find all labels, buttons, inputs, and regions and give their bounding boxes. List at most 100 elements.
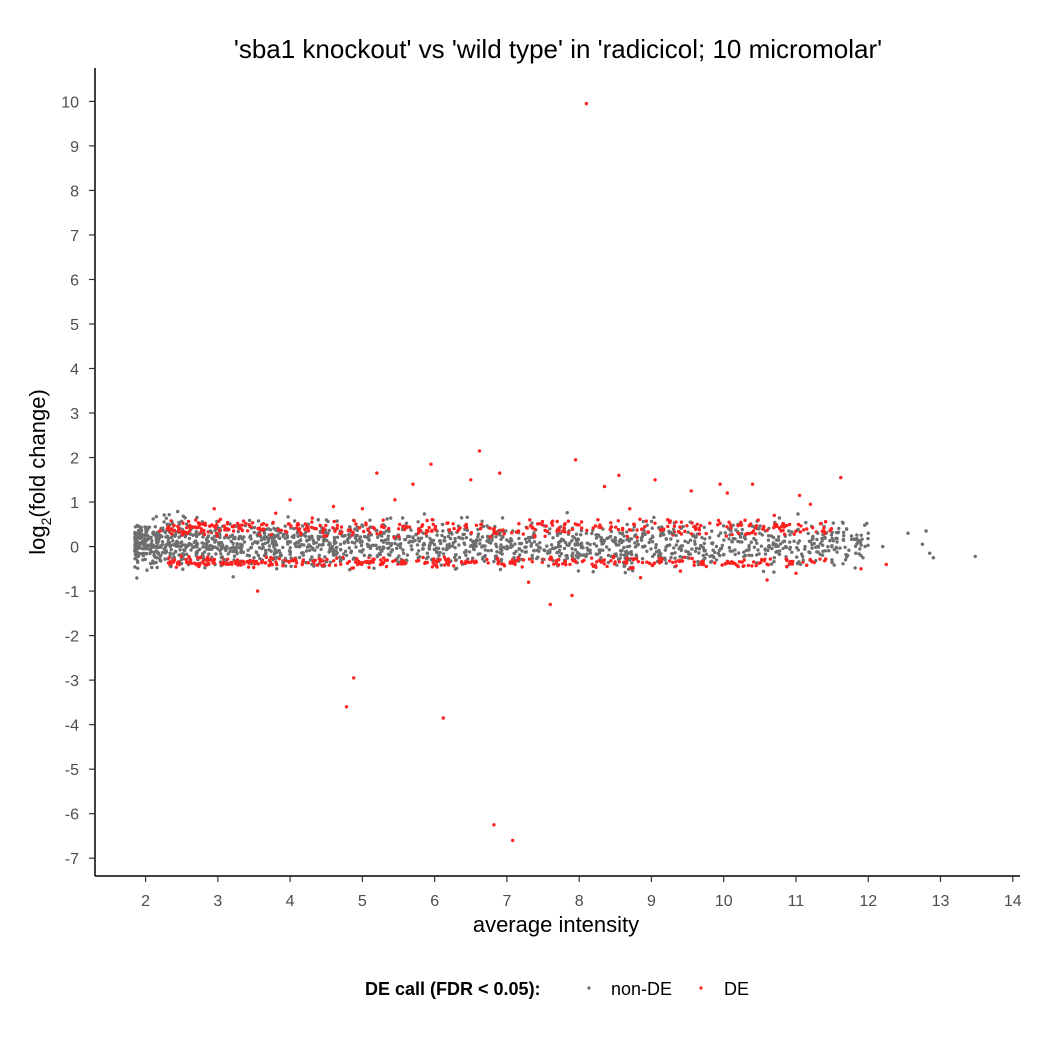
non-de-point <box>604 545 609 549</box>
de-point <box>713 561 717 565</box>
de-point <box>199 527 204 531</box>
de-point <box>158 529 162 533</box>
non-de-point <box>517 547 521 551</box>
de-point <box>667 520 672 524</box>
non-de-point <box>761 569 766 574</box>
de-point <box>799 524 803 528</box>
non-de-point <box>416 556 420 560</box>
de-point <box>750 482 755 486</box>
non-de-point <box>830 536 834 541</box>
de-point <box>563 530 567 534</box>
non-de-point <box>841 530 846 535</box>
non-de-point <box>133 531 137 535</box>
non-de-point <box>688 552 692 556</box>
y-tick-label: -1 <box>65 584 79 601</box>
non-de-point <box>774 542 778 547</box>
non-de-point <box>832 563 836 567</box>
non-de-point <box>588 548 592 552</box>
non-de-point <box>355 539 359 543</box>
non-de-point <box>816 545 821 549</box>
non-de-point <box>288 540 293 544</box>
de-point <box>679 520 684 524</box>
y-tick-label: -5 <box>65 762 79 779</box>
non-de-point <box>406 534 410 539</box>
non-de-point <box>160 535 164 539</box>
non-de-point <box>740 527 744 532</box>
non-de-point <box>293 542 297 546</box>
non-de-point <box>152 553 156 557</box>
de-point <box>270 562 274 567</box>
de-point <box>690 556 694 561</box>
non-de-point <box>478 538 482 542</box>
non-de-point <box>375 554 379 559</box>
de-point <box>624 561 629 565</box>
de-point <box>787 562 792 566</box>
de-point <box>339 562 343 566</box>
non-de-point <box>673 556 677 560</box>
de-point <box>725 525 729 529</box>
non-de-point <box>650 526 654 530</box>
de-point <box>350 533 354 537</box>
non-de-point <box>548 527 552 531</box>
non-de-point <box>838 546 842 550</box>
non-de-point <box>310 562 314 567</box>
non-de-point <box>701 553 705 558</box>
de-point <box>324 534 329 538</box>
non-de-point <box>681 524 685 529</box>
non-de-point <box>296 545 301 549</box>
non-de-point <box>381 545 385 549</box>
non-de-point <box>200 552 205 556</box>
non-de-point <box>703 537 707 541</box>
non-de-point <box>622 534 626 538</box>
non-de-point <box>453 536 457 541</box>
non-de-point <box>532 540 537 544</box>
non-de-point <box>777 516 782 520</box>
de-point <box>515 558 520 562</box>
de-point <box>320 530 325 534</box>
de-point <box>224 533 229 537</box>
non-de-point <box>551 536 555 540</box>
non-de-point <box>138 546 143 550</box>
de-point <box>174 565 178 569</box>
de-point <box>241 519 246 523</box>
non-de-point <box>245 553 249 557</box>
non-de-point <box>448 545 452 549</box>
de-point <box>260 559 264 563</box>
non-de-point <box>135 576 139 580</box>
de-point <box>469 560 473 564</box>
de-point <box>759 560 763 565</box>
non-de-point <box>694 546 698 550</box>
de-point <box>598 523 602 527</box>
non-de-point <box>717 534 721 538</box>
non-de-point <box>403 537 407 542</box>
non-de-point <box>714 558 719 562</box>
non-de-point <box>702 525 706 529</box>
non-de-point <box>149 549 153 554</box>
non-de-point <box>205 540 210 544</box>
non-de-point <box>542 548 546 552</box>
de-point <box>225 520 230 525</box>
non-de-point <box>526 536 531 540</box>
non-de-point <box>512 551 516 555</box>
non-de-point <box>797 560 801 564</box>
de-point <box>718 521 722 525</box>
de-point <box>300 562 304 567</box>
non-de-point <box>357 537 361 541</box>
non-de-point <box>747 545 751 550</box>
non-de-point <box>820 539 824 543</box>
non-de-point <box>354 545 358 549</box>
non-de-point <box>810 542 814 547</box>
de-point <box>215 534 219 538</box>
non-de-point <box>405 553 410 557</box>
de-point <box>333 529 337 533</box>
de-point <box>320 563 324 568</box>
de-point <box>222 524 226 528</box>
de-point <box>357 526 362 530</box>
non-de-point <box>613 541 617 545</box>
non-de-point <box>730 540 734 544</box>
de-point <box>762 524 766 529</box>
de-point <box>545 529 550 534</box>
non-de-point <box>775 549 779 554</box>
non-de-point <box>454 553 458 557</box>
non-de-point <box>401 548 405 552</box>
